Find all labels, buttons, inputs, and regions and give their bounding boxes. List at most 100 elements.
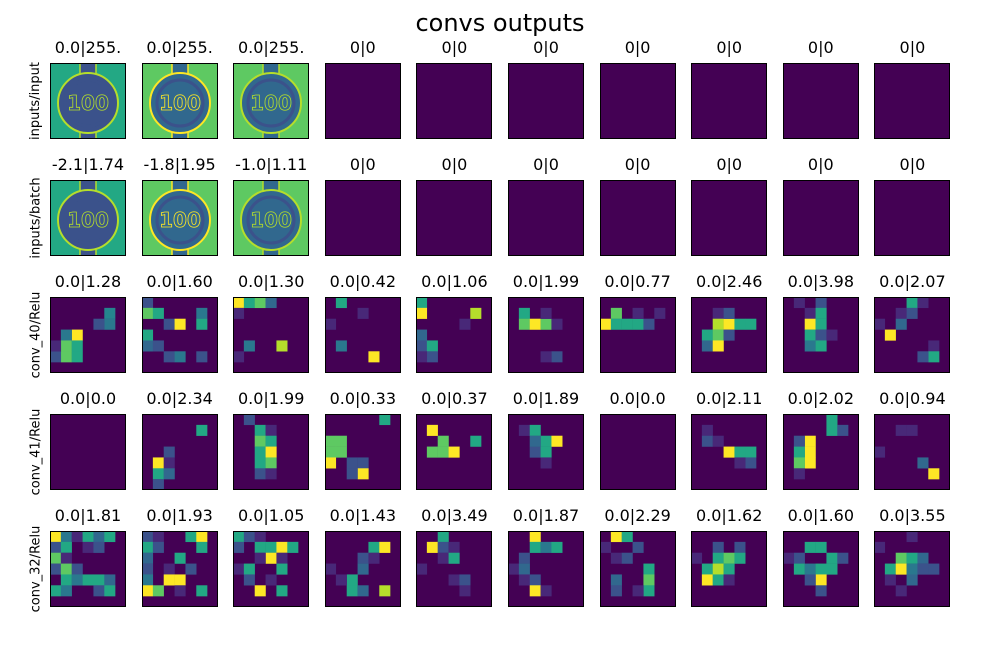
heatmap-panel	[874, 297, 951, 373]
panel-background	[782, 180, 859, 256]
panel-background	[416, 63, 493, 139]
panel-title: 0.0|2.46	[695, 272, 763, 291]
heatmap-cell	[793, 297, 805, 309]
heatmap-cell	[712, 329, 724, 341]
heatmap-cell	[427, 446, 439, 458]
panel-title: 0.0|0.42	[329, 272, 397, 291]
heatmap-cell	[702, 424, 714, 436]
heatmap-image	[324, 297, 401, 373]
heatmap-cell	[152, 340, 164, 352]
heatmap-cell	[244, 297, 256, 309]
heatmap-panel	[233, 297, 310, 373]
panel-title: 0|0	[716, 38, 743, 57]
heatmap-cell	[254, 424, 266, 436]
heatmap-cell	[60, 563, 72, 575]
heatmap-cell	[632, 541, 644, 553]
heatmap-cell	[335, 297, 347, 309]
heatmap-cell	[826, 563, 838, 575]
heatmap-cell	[416, 297, 428, 309]
heatmap-cell	[804, 329, 816, 341]
heatmap-cell	[551, 351, 563, 363]
heatmap-cell	[712, 340, 724, 352]
heatmap-cell	[254, 552, 266, 564]
heatmap-cell	[702, 435, 714, 447]
heatmap-cell	[540, 457, 552, 469]
heatmap-cell	[621, 531, 633, 543]
heatmap-cell	[896, 563, 908, 575]
sign-disc	[148, 189, 211, 251]
heatmap-cell	[518, 552, 530, 564]
heatmap-cell	[448, 541, 461, 553]
heatmap-cell	[346, 574, 358, 586]
heatmap-cell	[621, 552, 633, 564]
heatmap-panel	[416, 63, 493, 139]
heatmap-cell	[917, 297, 929, 309]
heatmap-cell	[793, 457, 805, 469]
heatmap-cell	[163, 446, 175, 458]
heatmap-cell	[60, 329, 72, 341]
heatmap-panel: 100	[50, 180, 126, 256]
heatmap-image	[691, 531, 768, 607]
heatmap-cell	[254, 457, 266, 469]
heatmap-panel	[416, 180, 493, 256]
heatmap-cell	[276, 585, 288, 597]
heatmap-cell	[416, 307, 428, 319]
heatmap-cell	[195, 424, 207, 436]
heatmap-cell	[906, 552, 919, 564]
heatmap-cell	[152, 531, 164, 543]
heatmap-cell	[702, 563, 714, 575]
heatmap-panel	[324, 297, 401, 373]
heatmap-cell	[104, 585, 116, 597]
heatmap-cell	[195, 351, 207, 363]
heatmap-cell	[265, 435, 277, 447]
heatmap-cell	[379, 541, 391, 553]
heatmap-cell	[702, 329, 714, 341]
heatmap-cell	[712, 435, 724, 447]
row-label: conv_32/Relu	[27, 525, 43, 613]
heatmap-cell	[233, 307, 245, 319]
heatmap-panel	[782, 180, 859, 256]
heatmap-cell	[141, 297, 153, 309]
sign-inner-ring	[246, 78, 296, 128]
heatmap-cell	[346, 468, 358, 480]
heatmap-cell	[610, 585, 622, 597]
panel-title: 0.0|0.94	[879, 389, 946, 408]
heatmap-cell	[643, 574, 655, 586]
heatmap-cell	[254, 468, 266, 480]
row-label: conv_41/Relu	[27, 408, 43, 496]
panel-background	[599, 63, 676, 139]
heatmap-panel	[416, 297, 493, 373]
heatmap-panel	[508, 180, 584, 256]
heatmap-panel	[50, 531, 126, 607]
heatmap-image	[508, 414, 584, 490]
row-label: inputs/batch	[28, 177, 44, 259]
heatmap-cell	[357, 552, 369, 564]
heatmap-cell	[324, 457, 336, 469]
heatmap-cell	[804, 446, 816, 458]
heatmap-image	[416, 531, 493, 607]
heatmap-cell	[254, 297, 266, 309]
heatmap-image	[691, 297, 768, 373]
heatmap-panel	[141, 297, 218, 373]
heatmap-cell	[723, 574, 735, 586]
heatmap-cell	[837, 424, 849, 436]
heatmap-panel	[782, 63, 859, 139]
heatmap-cell	[141, 552, 153, 564]
heatmap-cell	[885, 563, 897, 575]
panel-title: 0|0	[624, 155, 651, 174]
heatmap-image: 100	[141, 180, 218, 256]
panel-title: 0.0|3.55	[879, 506, 946, 525]
heatmap-cell	[906, 307, 919, 319]
panel-title: 0.0|2.29	[604, 506, 671, 525]
heatmap-cell	[712, 318, 724, 330]
heatmap-cell	[793, 435, 805, 447]
panel-title: 0.0|255.	[237, 38, 305, 57]
heatmap-cell	[438, 552, 450, 564]
heatmap-cell	[815, 329, 827, 341]
panel-title: 0|0	[441, 155, 468, 174]
heatmap-cell	[379, 414, 391, 426]
heatmap-image	[874, 414, 951, 490]
heatmap-cell	[163, 468, 175, 480]
heatmap-cell	[195, 585, 207, 597]
panel-title: 0|0	[624, 38, 651, 57]
